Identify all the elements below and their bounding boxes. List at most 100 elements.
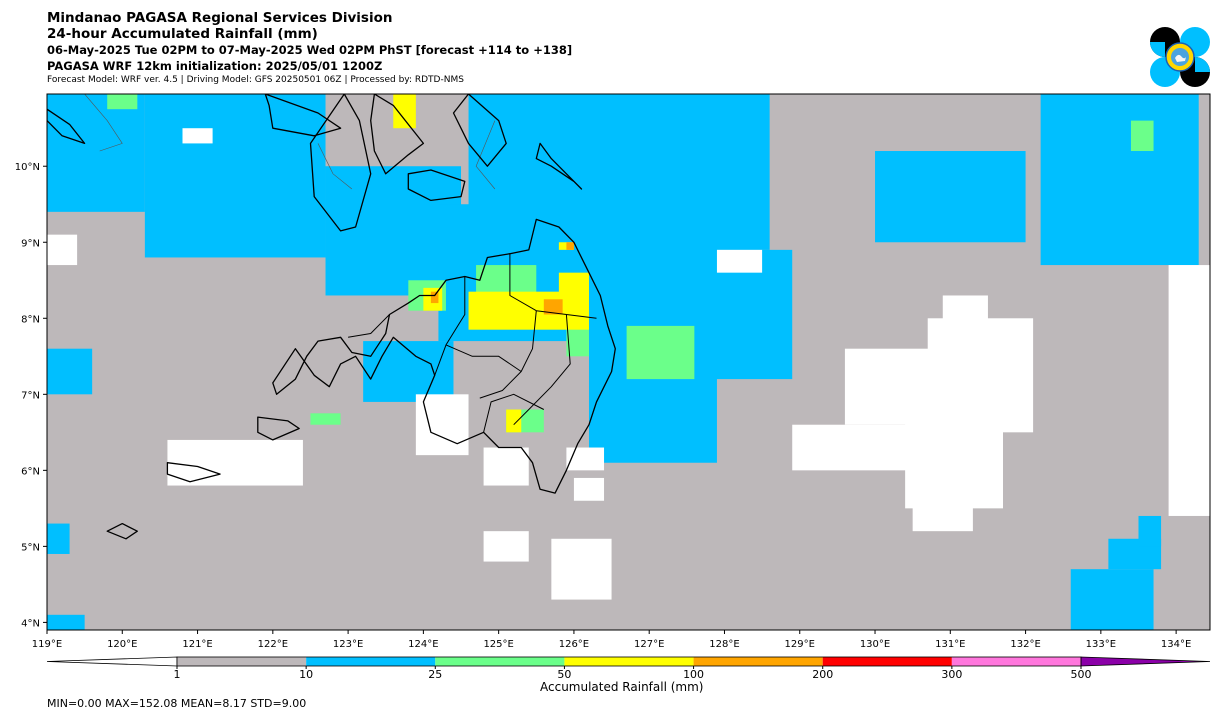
rain-cell-10 <box>1040 94 1199 266</box>
rain-cell-9 <box>47 348 93 395</box>
coastline-tawi-tawi <box>106 522 138 540</box>
model-info: Forecast Model: WRF ver. 4.5 | Driving M… <box>47 75 464 85</box>
colorbar-bin-4 <box>693 657 823 666</box>
x-tick-label: 124°E <box>408 639 438 650</box>
y-tick-label: 4°N <box>21 618 40 629</box>
rain-cell-26 <box>558 272 589 296</box>
coastlines <box>47 94 616 540</box>
rain-cell-20 <box>566 325 589 357</box>
rain-cell-38 <box>566 447 605 471</box>
colorbar-label: Accumulated Rainfall (mm) <box>540 680 704 694</box>
rain-cell-21 <box>1130 120 1154 152</box>
nearby-borders <box>84 94 496 190</box>
rain-cell-15 <box>47 523 70 554</box>
colorbar-tick-label: 10 <box>299 668 313 681</box>
x-tick-label: 126°E <box>559 639 589 650</box>
x-tick-label: 122°E <box>258 639 288 650</box>
coastline-palawan-tip <box>47 108 86 145</box>
coastline-sulu <box>166 462 221 483</box>
x-tick-label: 127°E <box>634 639 664 650</box>
rainfall-field <box>47 94 1210 630</box>
rain-cell-49 <box>716 249 763 273</box>
x-tick-label: 120°E <box>107 639 137 650</box>
colorbar-bin-1 <box>306 657 436 666</box>
colorbar-tick-label: 500 <box>1071 668 1092 681</box>
colorbar-tick-label: 1 <box>174 668 181 681</box>
province-boundaries <box>348 253 597 433</box>
rain-cell-29 <box>393 94 416 129</box>
rain-cell-22 <box>107 94 138 110</box>
colorbar-bin-2 <box>435 657 565 666</box>
y-tick-label: 5°N <box>21 542 40 553</box>
rain-cell-31 <box>543 299 563 315</box>
rain-cell-33 <box>566 242 574 250</box>
coastline-bohol <box>407 169 466 202</box>
model-initialization: PAGASA WRF 12km initialization: 2025/05/… <box>47 59 383 73</box>
rain-cell-39 <box>573 477 605 501</box>
y-tick-label: 8°N <box>21 314 40 325</box>
colorbar-tick-label: 300 <box>941 668 962 681</box>
x-tick-label: 133°E <box>1086 639 1116 650</box>
colorbar: 1 10 25 50 100 200 300 500 <box>46 656 1211 681</box>
coastline-dinagat-siargao <box>535 142 583 190</box>
rain-cell-16 <box>47 614 85 630</box>
colorbar-tick-label: 200 <box>812 668 833 681</box>
y-tick-label: 9°N <box>21 238 40 249</box>
province-line-4 <box>445 344 522 372</box>
colorbar-bin-3 <box>564 657 694 666</box>
rain-cell-45 <box>927 318 1034 433</box>
x-tick-label: 132°E <box>1010 639 1040 650</box>
x-tick-label: 119°E <box>32 639 62 650</box>
colorbar-tick-label: 25 <box>428 668 442 681</box>
plot-frame <box>46 93 1211 631</box>
province-line-0 <box>434 276 466 376</box>
rain-cell-5 <box>468 94 770 250</box>
x-tick-label: 123°E <box>333 639 363 650</box>
chart-subtitle: 24-hour Accumulated Rainfall (mm) <box>47 26 318 42</box>
province-line-5 <box>348 314 390 338</box>
colorbar-bin-5 <box>822 657 952 666</box>
y-tick-label: 6°N <box>21 466 40 477</box>
y-tick-label: 10°N <box>15 162 40 173</box>
colorbar-bin-0 <box>177 657 307 666</box>
rain-cell-47 <box>912 500 973 532</box>
colorbar-bin-6 <box>951 657 1081 666</box>
colorbar-extend-low <box>46 656 178 667</box>
y-tick-label: 7°N <box>21 390 40 401</box>
province-line-6 <box>483 393 545 433</box>
rain-cell-35 <box>167 439 303 486</box>
coastline-leyte <box>452 94 507 167</box>
rain-cell-34 <box>47 234 78 266</box>
rain-cell-17 <box>626 325 695 380</box>
coastline-basilan <box>257 416 300 441</box>
rain-cell-48 <box>1168 265 1210 516</box>
rain-cell-2 <box>144 94 326 258</box>
rain-cell-37 <box>483 447 529 486</box>
coastline-negros <box>309 94 372 232</box>
rain-cell-41 <box>483 531 529 562</box>
x-tick-label: 129°E <box>785 639 815 650</box>
rain-cell-27 <box>506 409 522 433</box>
rain-cell-14 <box>1138 515 1162 547</box>
border-0 <box>84 94 123 152</box>
coastline-panay <box>264 94 342 137</box>
rain-cell-50 <box>182 128 213 144</box>
colorbar-tick-label: 100 <box>683 668 704 681</box>
x-tick-label: 131°E <box>935 639 965 650</box>
colorbar-extend-high <box>1080 656 1211 667</box>
rain-cell-25 <box>468 291 589 330</box>
x-tick-label: 130°E <box>860 639 890 650</box>
chart-title: Mindanao PAGASA Regional Services Divisi… <box>47 10 393 26</box>
border-2 <box>475 120 496 190</box>
rain-cell-8 <box>363 341 454 402</box>
rain-cell-1 <box>47 94 145 212</box>
x-tick-label: 121°E <box>182 639 212 650</box>
rain-cell-32 <box>430 291 439 304</box>
rain-cell-11 <box>875 151 1026 243</box>
coastline-mindanao <box>272 218 616 494</box>
y-axis: 10°N 9°N 8°N 7°N 6°N 5°N 4°N <box>15 162 47 629</box>
rain-cell-12 <box>1070 569 1154 630</box>
rain-cell-46 <box>942 295 988 326</box>
pagasa-logo <box>1150 27 1210 87</box>
